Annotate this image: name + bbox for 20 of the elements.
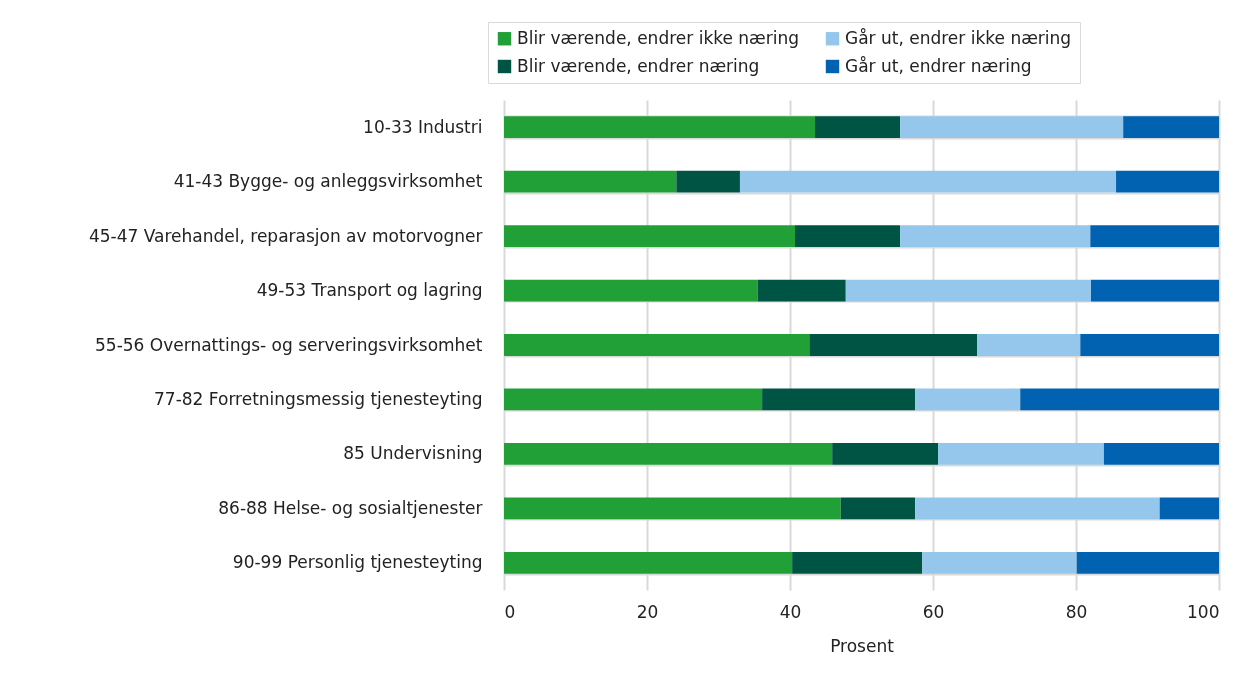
- x-tick-label: 20: [636, 601, 659, 622]
- legend-label: Går ut, endrer ikke næring: [845, 27, 1072, 48]
- y-tick-label: 55-56 Overnattings- og serveringsvirksomhet: [95, 334, 483, 355]
- legend-label: Blir værende, endrer ikke næring: [517, 27, 800, 48]
- x-tick-label: 40: [779, 601, 802, 622]
- y-tick-label: 45-47 Varehandel, reparasjon av motorvogner: [88, 225, 483, 246]
- y-tick-label: 41-43 Bygge- og anleggsvirksomhet: [173, 171, 483, 192]
- x-tick-label: 100: [1187, 601, 1220, 622]
- x-tick-label: 80: [1065, 601, 1088, 622]
- x-axis-title: Prosent: [830, 635, 895, 656]
- legend-label: Går ut, endrer næring: [845, 55, 1032, 76]
- y-tick-label: 10-33 Industri: [363, 116, 483, 137]
- y-tick-label: 49-53 Transport og lagring: [256, 280, 483, 301]
- y-tick-label: 77-82 Forretningsmessig tjenesteyting: [154, 388, 483, 409]
- x-tick-label: 60: [922, 601, 945, 622]
- x-tick-label: 0: [504, 601, 516, 622]
- y-tick-label: 90-99 Personlig tjenesteyting: [232, 552, 483, 573]
- legend-label: Blir værende, endrer næring: [517, 55, 760, 76]
- y-tick-label: 85 Undervisning: [343, 443, 483, 464]
- y-tick-label: 86-88 Helse- og sosialtjenester: [218, 497, 483, 518]
